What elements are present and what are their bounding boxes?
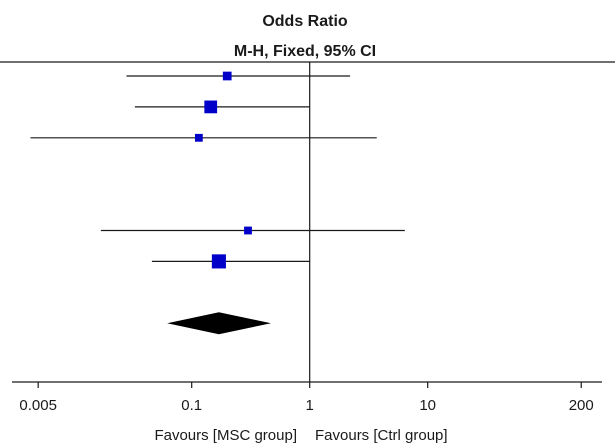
forest-marks [30,62,405,382]
favours-left-label: Favours [MSC group] [154,427,297,444]
x-tick-label: 200 [569,397,594,414]
chart-subtitle: M-H, Fixed, 95% CI [234,43,376,60]
x-tick-label: 0.1 [181,397,202,414]
pooled-diamond [167,312,272,335]
x-tick-label: 0.005 [19,397,57,414]
chart-title: Odds Ratio [262,13,348,30]
study-point [222,71,232,81]
x-tick-label: 1 [306,397,314,414]
study-point [194,133,203,142]
study-point [211,254,226,269]
x-tick-label: 10 [419,397,436,414]
study-point [204,100,218,114]
favours-right-label: Favours [Ctrl group] [315,427,448,444]
study-point [244,226,252,235]
x-axis-ticks: 0.005 0.1 1 10 200 [19,382,594,414]
